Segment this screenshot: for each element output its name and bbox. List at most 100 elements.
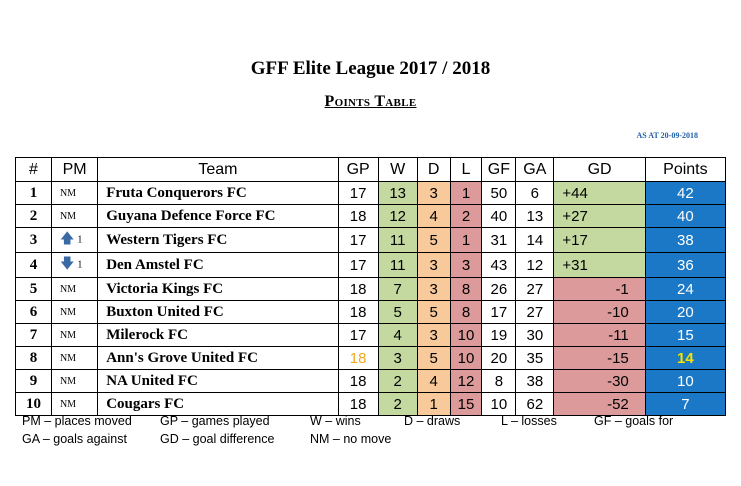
header-gp: GP: [337, 157, 379, 182]
header-gd: GD: [553, 157, 646, 182]
wins-cell: 5: [377, 300, 418, 324]
games-played-value: 18: [349, 349, 367, 367]
as-at-date: AS AT 20-09-2018: [636, 131, 699, 140]
table-row: 2 NM Guyana Defence Force FC 18 12 4 2 40 13 +27 4…: [15, 204, 727, 228]
goals-for-cell: 19: [481, 323, 517, 347]
points-cell: 38: [644, 227, 727, 253]
points-cell: 40: [644, 204, 727, 228]
legend-w: W – wins: [310, 414, 361, 428]
places-moved-value: NM: [59, 283, 77, 295]
games-played-value: 18: [349, 280, 367, 298]
header-d: D: [416, 157, 451, 182]
losses-cell: 2: [449, 204, 483, 228]
goal-difference-cell: +44: [553, 181, 646, 205]
places-moved-value: 1: [77, 234, 83, 246]
points-cell: 20: [644, 300, 727, 324]
wins-cell: 4: [377, 323, 418, 347]
places-moved-value: 1: [77, 259, 83, 271]
games-played-cell: 18: [337, 346, 379, 370]
places-moved-value: NM: [59, 329, 77, 341]
losses-cell: 1: [449, 181, 483, 205]
position-cell: 3: [15, 227, 52, 253]
draws-cell: 3: [416, 252, 451, 278]
header-gf: GF: [481, 157, 517, 182]
goals-for-cell: 26: [481, 277, 517, 301]
wins-cell: 13: [377, 181, 418, 205]
page-subtitle: Points Table: [324, 93, 417, 110]
wins-cell: 12: [377, 204, 418, 228]
games-played-cell: 17: [337, 323, 379, 347]
places-moved-cell: NM: [50, 392, 99, 416]
goal-difference-value: -52: [607, 395, 629, 413]
goal-difference-value: -10: [607, 303, 629, 321]
table-row: 5 NM Victoria Kings FC 18 7 3 8 26 27 -1 24: [15, 277, 727, 301]
table-row: 9 NM NA United FC 18 2 4 12 8 38 -30 10: [15, 369, 727, 393]
goals-against-cell: 30: [515, 323, 555, 347]
losses-cell: 10: [449, 346, 483, 370]
wins-cell: 3: [377, 346, 418, 370]
table-row: 4 🡇 1 Den Amstel FC 17 11 3 3 43 12 +31 36: [15, 252, 727, 278]
header-w: W: [377, 157, 418, 182]
points-value: 10: [677, 372, 694, 390]
points-cell: 7: [644, 392, 727, 416]
goal-difference-value: +31: [562, 256, 588, 274]
places-moved-value: NM: [59, 352, 77, 364]
losses-cell: 3: [449, 252, 483, 278]
legend-pm: PM – places moved: [22, 414, 132, 428]
wins-cell: 2: [377, 392, 418, 416]
points-value: 15: [677, 326, 694, 344]
draws-cell: 5: [416, 346, 451, 370]
losses-cell: 8: [449, 300, 483, 324]
team-name-cell: Milerock FC: [97, 323, 339, 347]
table-row: 10 NM Cougars FC 18 2 1 15 10 62 -52 7: [15, 392, 727, 416]
position-cell: 1: [15, 181, 52, 205]
points-cell: 24: [644, 277, 727, 301]
wins-cell: 2: [377, 369, 418, 393]
points-table: # PM Team GP W D L GF GA GD Points 1 NM Fr…: [15, 157, 727, 416]
position-cell: 2: [15, 204, 52, 228]
table-row: 7 NM Milerock FC 17 4 3 10 19 30 -11 15: [15, 323, 727, 347]
arrow-down-icon: 🡇: [59, 256, 75, 272]
games-played-cell: 18: [337, 204, 379, 228]
goal-difference-cell: -1: [553, 277, 646, 301]
draws-cell: 3: [416, 181, 451, 205]
goals-for-cell: 17: [481, 300, 517, 324]
places-moved-cell: 🡅 1: [50, 227, 99, 253]
points-value: 38: [677, 231, 694, 249]
draws-cell: 5: [416, 227, 451, 253]
goal-difference-cell: +17: [553, 227, 646, 253]
wins-cell: 11: [377, 252, 418, 278]
legend-d: D – draws: [404, 414, 461, 428]
points-value: 24: [677, 280, 694, 298]
header-team: Team: [97, 157, 339, 182]
games-played-cell: 18: [337, 277, 379, 301]
goals-for-cell: 10: [481, 392, 517, 416]
position-cell: 8: [15, 346, 52, 370]
losses-cell: 12: [449, 369, 483, 393]
wins-cell: 7: [377, 277, 418, 301]
places-moved-value: NM: [59, 375, 77, 387]
goal-difference-cell: -11: [553, 323, 646, 347]
table-row: 8 NM Ann's Grove United FC 18 3 5 10 20 35 -15 14: [15, 346, 727, 370]
games-played-cell: 17: [337, 181, 379, 205]
games-played-cell: 18: [337, 300, 379, 324]
goals-against-cell: 12: [515, 252, 555, 278]
places-moved-cell: NM: [50, 277, 99, 301]
places-moved-cell: NM: [50, 323, 99, 347]
goals-against-cell: 14: [515, 227, 555, 253]
wins-cell: 11: [377, 227, 418, 253]
losses-cell: 10: [449, 323, 483, 347]
games-played-value: 17: [349, 256, 367, 274]
legend-l: L – losses: [501, 414, 557, 428]
draws-cell: 4: [416, 369, 451, 393]
position-cell: 6: [15, 300, 52, 324]
goals-against-cell: 27: [515, 300, 555, 324]
games-played-cell: 18: [337, 392, 379, 416]
legend-gd: GD – goal difference: [160, 432, 275, 446]
team-name-cell: Victoria Kings FC: [97, 277, 339, 301]
losses-cell: 8: [449, 277, 483, 301]
points-value: 40: [677, 207, 694, 225]
goal-difference-value: +44: [562, 184, 588, 202]
header-pm: PM: [50, 157, 99, 182]
team-name-cell: Fruta Conquerors FC: [97, 181, 339, 205]
